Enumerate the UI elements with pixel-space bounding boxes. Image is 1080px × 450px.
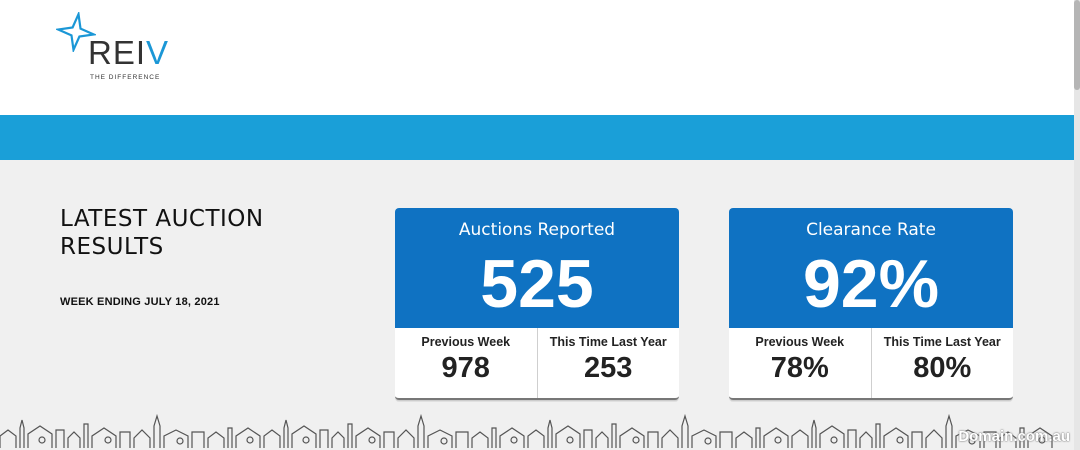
stat-previous-week: Previous Week 978 xyxy=(395,328,537,398)
auctions-reported-card: Auctions Reported 525 Previous Week 978 … xyxy=(395,208,679,400)
watermark-text: Domain.com.au xyxy=(958,428,1070,445)
stat-last-year: This Time Last Year 253 xyxy=(536,328,680,398)
logo-wordmark: REIV xyxy=(88,34,170,71)
card-stats: Previous Week 78% This Time Last Year 80… xyxy=(729,328,1013,398)
stat-last-year: This Time Last Year 80% xyxy=(870,328,1014,398)
card-label: Auctions Reported xyxy=(458,220,616,240)
header-blue-band xyxy=(0,115,1074,160)
card-header: Auctions Reported 525 xyxy=(395,208,679,328)
card-value: 92% xyxy=(802,246,940,322)
stat-previous-week: Previous Week 78% xyxy=(729,328,871,398)
stat-value: 80% xyxy=(913,352,972,384)
reiv-logo[interactable]: REIV THE DIFFERENCE xyxy=(56,12,186,92)
scrollbar-thumb[interactable] xyxy=(1074,0,1080,90)
stat-value: 78% xyxy=(770,352,829,384)
city-skyline-illustration xyxy=(0,413,1053,449)
section-title: LATEST AUCTION RESULTS xyxy=(60,205,264,261)
page-scrollbar[interactable] xyxy=(1074,0,1080,450)
stat-label: This Time Last Year xyxy=(883,335,1001,349)
logo-tagline: THE DIFFERENCE xyxy=(90,74,161,81)
card-value: 525 xyxy=(480,246,594,322)
stat-label: Previous Week xyxy=(421,335,511,349)
stat-label: Previous Week xyxy=(755,335,845,349)
section-title-line2: RESULTS xyxy=(60,234,164,260)
stat-value: 978 xyxy=(441,352,490,384)
stat-value: 253 xyxy=(584,352,633,384)
card-stats: Previous Week 978 This Time Last Year 25… xyxy=(395,328,679,398)
reiv-star-icon xyxy=(56,12,96,52)
week-ending-label: WEEK ENDING JULY 18, 2021 xyxy=(60,296,220,308)
section-title-line1: LATEST AUCTION xyxy=(60,206,264,232)
stat-label: This Time Last Year xyxy=(549,335,667,349)
site-header: REIV THE DIFFERENCE xyxy=(0,0,1074,115)
clearance-rate-card: Clearance Rate 92% Previous Week 78% Thi… xyxy=(729,208,1013,400)
card-label: Clearance Rate xyxy=(806,220,936,240)
card-header: Clearance Rate 92% xyxy=(729,208,1013,328)
